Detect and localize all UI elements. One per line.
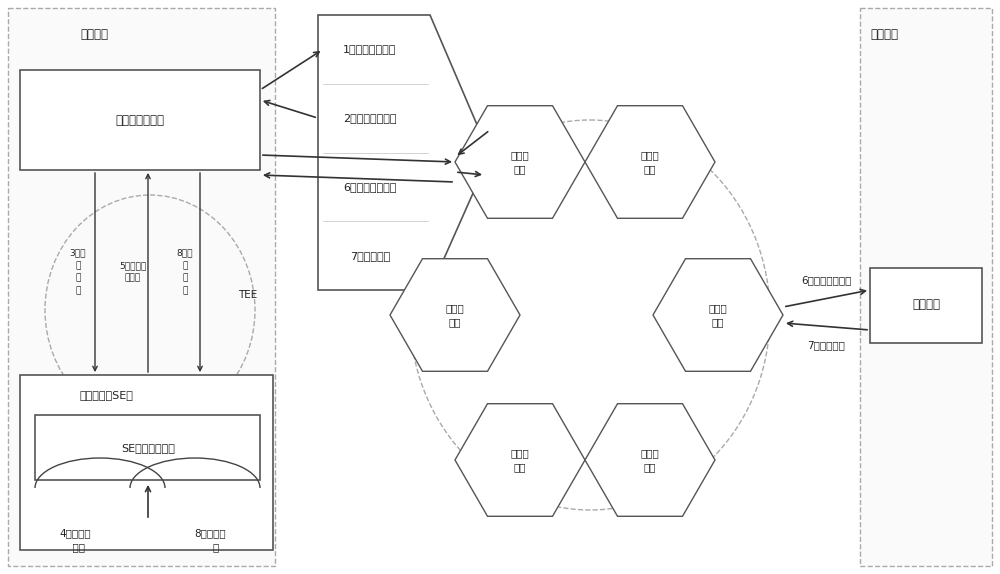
Polygon shape [585,404,715,516]
Text: 区块链
节点: 区块链 节点 [446,303,464,327]
Polygon shape [318,15,490,290]
Text: 5、密钥密
码响应: 5、密钥密 码响应 [119,261,147,283]
Bar [35,415,260,480]
Text: 2、返回客户信息: 2、返回客户信息 [343,113,397,123]
Text: 区块链
节点: 区块链 节点 [641,448,659,472]
Text: 数字货币客户端: 数字货币客户端 [116,114,164,126]
Text: 8、证
书
安
装: 8、证 书 安 装 [177,249,193,295]
Bar [8,8,275,566]
Polygon shape [390,259,520,371]
Text: 认证中心: 认证中心 [912,298,940,312]
Polygon shape [455,106,585,218]
Text: 3、密
钥
申
请: 3、密 钥 申 请 [70,249,86,295]
Bar [870,268,982,343]
Bar [20,70,260,170]
Text: 区块链
节点: 区块链 节点 [641,150,659,174]
Text: 4、密钥对
  生成: 4、密钥对 生成 [59,528,91,552]
Text: 7、颁发证书: 7、颁发证书 [350,251,390,261]
Text: 6、提交钱包地址: 6、提交钱包地址 [343,182,397,192]
Text: 7、颁发证书: 7、颁发证书 [807,340,845,350]
Text: 8、证书安
    装: 8、证书安 装 [194,528,226,552]
Text: SE安全服务应用: SE安全服务应用 [121,443,175,453]
Polygon shape [585,106,715,218]
Text: 区块链
节点: 区块链 节点 [709,303,727,327]
Bar [860,8,992,566]
Bar [20,375,273,550]
Text: 6、提交钱包地址: 6、提交钱包地址 [801,275,851,285]
Polygon shape [455,404,585,516]
Text: 安全芯片（SE）: 安全芯片（SE） [80,390,134,400]
Text: 移动终端: 移动终端 [80,28,108,41]
Polygon shape [653,259,783,371]
Text: 区块链
节点: 区块链 节点 [511,150,529,174]
Text: 1、申请数字证书: 1、申请数字证书 [343,44,397,55]
Text: 区块链
节点: 区块链 节点 [511,448,529,472]
Text: 商业银行: 商业银行 [870,28,898,41]
Text: TEE: TEE [238,290,257,300]
